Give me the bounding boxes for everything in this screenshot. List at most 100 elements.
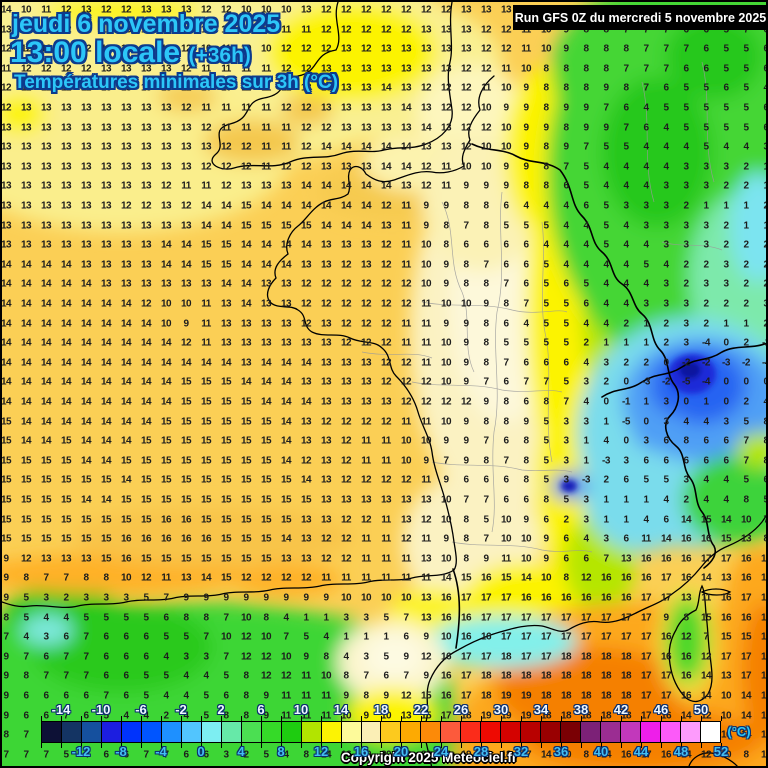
grid-temp-value: 9 xyxy=(523,103,529,114)
grid-temp-value: 16 xyxy=(601,573,612,584)
grid-temp-value: 9 xyxy=(463,455,469,466)
grid-temp-value: 8 xyxy=(743,495,749,506)
grid-temp-value: 14 xyxy=(161,338,172,349)
grid-temp-value: 14 xyxy=(2,318,12,329)
grid-temp-value: 20 xyxy=(401,749,412,760)
grid-temp-value: 9 xyxy=(483,397,489,408)
grid-temp-value: 11 xyxy=(201,63,211,74)
grid-temp-value: 14 xyxy=(141,338,152,349)
grid-temp-value: 13 xyxy=(21,201,32,212)
grid-temp-value: 13 xyxy=(141,279,152,290)
grid-temp-value: 13 xyxy=(141,103,152,114)
grid-temp-value: 18 xyxy=(521,671,532,682)
grid-temp-value: 3 xyxy=(603,534,609,545)
grid-temp-value: 12 xyxy=(461,142,472,153)
grid-temp-value: 13 xyxy=(341,357,352,368)
grid-temp-value: 9 xyxy=(463,436,469,447)
grid-temp-value: 2 xyxy=(763,201,766,212)
grid-temp-value: 13 xyxy=(101,122,112,133)
grid-temp-value: 3 xyxy=(703,220,709,231)
grid-temp-value: 15 xyxy=(261,495,272,506)
grid-temp-value: 3 xyxy=(663,416,669,427)
grid-temp-value: 12 xyxy=(41,24,52,35)
grid-temp-value: 5 xyxy=(83,612,89,623)
grid-temp-value: 14 xyxy=(281,436,292,447)
grid-temp-value: 12 xyxy=(461,83,472,94)
grid-temp-value: 14 xyxy=(41,377,52,388)
grid-temp-value: 6 xyxy=(43,651,49,662)
grid-temp-value: 11 xyxy=(381,514,391,525)
grid-temp-value: 16 xyxy=(601,593,612,604)
grid-temp-value: 12 xyxy=(281,83,292,94)
grid-temp-value: 9 xyxy=(603,83,609,94)
grid-temp-value: 10 xyxy=(181,299,192,310)
grid-temp-value: -3 xyxy=(602,455,610,466)
grid-temp-value: 6 xyxy=(643,455,649,466)
grid-temp-value: 3 xyxy=(663,240,669,251)
grid-temp-value: 4 xyxy=(183,671,189,682)
grid-temp-value: 6 xyxy=(723,436,729,447)
grid-temp-value: 1 xyxy=(583,436,589,447)
grid-temp-value: 3 xyxy=(663,201,669,212)
grid-temp-value: 9 xyxy=(523,161,529,172)
department-boundaries xyxy=(361,61,723,553)
grid-temp-value: 19 xyxy=(461,749,472,760)
grid-temp-value: 13 xyxy=(461,5,472,16)
grid-temp-value: 14 xyxy=(341,201,352,212)
grid-temp-value: 13 xyxy=(41,220,52,231)
grid-temp-value: 12 xyxy=(441,5,452,16)
grid-temp-value: 13 xyxy=(361,83,372,94)
grid-temp-value: 6 xyxy=(623,534,629,545)
grid-temp-value: 15 xyxy=(2,455,12,466)
grid-temp-value: 11 xyxy=(241,83,251,94)
grid-temp-value: 9 xyxy=(3,651,9,662)
grid-temp-value: 14 xyxy=(21,338,32,349)
grid-temp-value: 7 xyxy=(23,749,29,760)
grid-temp-value: 18 xyxy=(621,651,632,662)
grid-temp-value: 13 xyxy=(421,553,432,564)
grid-temp-value: 14 xyxy=(21,357,32,368)
run-info-box: Run GFS 0Z du mercredi 5 novembre 2025 xyxy=(513,5,766,30)
grid-temp-value: 12 xyxy=(401,397,412,408)
grid-temp-value: 5 xyxy=(543,436,549,447)
grid-temp-value: 11 xyxy=(361,573,371,584)
grid-temp-value: 13 xyxy=(61,553,72,564)
grid-temp-value: 6 xyxy=(163,612,169,623)
grid-temp-value: 5 xyxy=(163,632,169,643)
grid-temp-value: 5 xyxy=(103,612,109,623)
grid-temp-value: 18 xyxy=(561,730,572,741)
grid-temp-value: 11 xyxy=(361,534,371,545)
grid-temp-value: 14 xyxy=(241,279,252,290)
grid-temp-value: 16 xyxy=(741,573,752,584)
grid-temp-value: 9 xyxy=(443,534,449,545)
grid-temp-value: 14 xyxy=(81,416,92,427)
grid-temp-value: -2 xyxy=(762,338,766,349)
grid-temp-value: 12 xyxy=(421,83,432,94)
grid-temp-value: 7 xyxy=(203,632,209,643)
grid-temp-value: 6 xyxy=(503,495,509,506)
grid-temp-value: 12 xyxy=(361,5,372,16)
grid-temp-value: 6 xyxy=(203,749,209,760)
grid-temp-value: 12 xyxy=(341,5,352,16)
grid-temp-value: 14 xyxy=(401,161,412,172)
grid-temp-value: 12 xyxy=(281,63,292,74)
grid-temp-value: 13 xyxy=(361,63,372,74)
grid-temp-value: 4 xyxy=(563,201,569,212)
grid-temp-value: 3 xyxy=(83,593,89,604)
grid-temp-value: 14 xyxy=(361,181,372,192)
grid-temp-value: 12 xyxy=(201,122,212,133)
grid-temp-value: 5 xyxy=(383,651,389,662)
grid-temp-value: -1 xyxy=(622,397,630,408)
grid-temp-value: 13 xyxy=(141,240,152,251)
grid-temp-value: 12 xyxy=(281,103,292,114)
grid-temp-value: 16 xyxy=(461,632,472,643)
grid-temp-value: 10 xyxy=(421,240,432,251)
grid-temp-value: 13 xyxy=(501,5,512,16)
grid-temp-value: -2 xyxy=(682,357,690,368)
grid-temp-value: 8 xyxy=(443,220,449,231)
grid-temp-value: 0 xyxy=(663,357,669,368)
grid-temp-value: 10 xyxy=(421,259,432,270)
grid-temp-value: 13 xyxy=(341,83,352,94)
grid-temp-value: 13 xyxy=(381,397,392,408)
